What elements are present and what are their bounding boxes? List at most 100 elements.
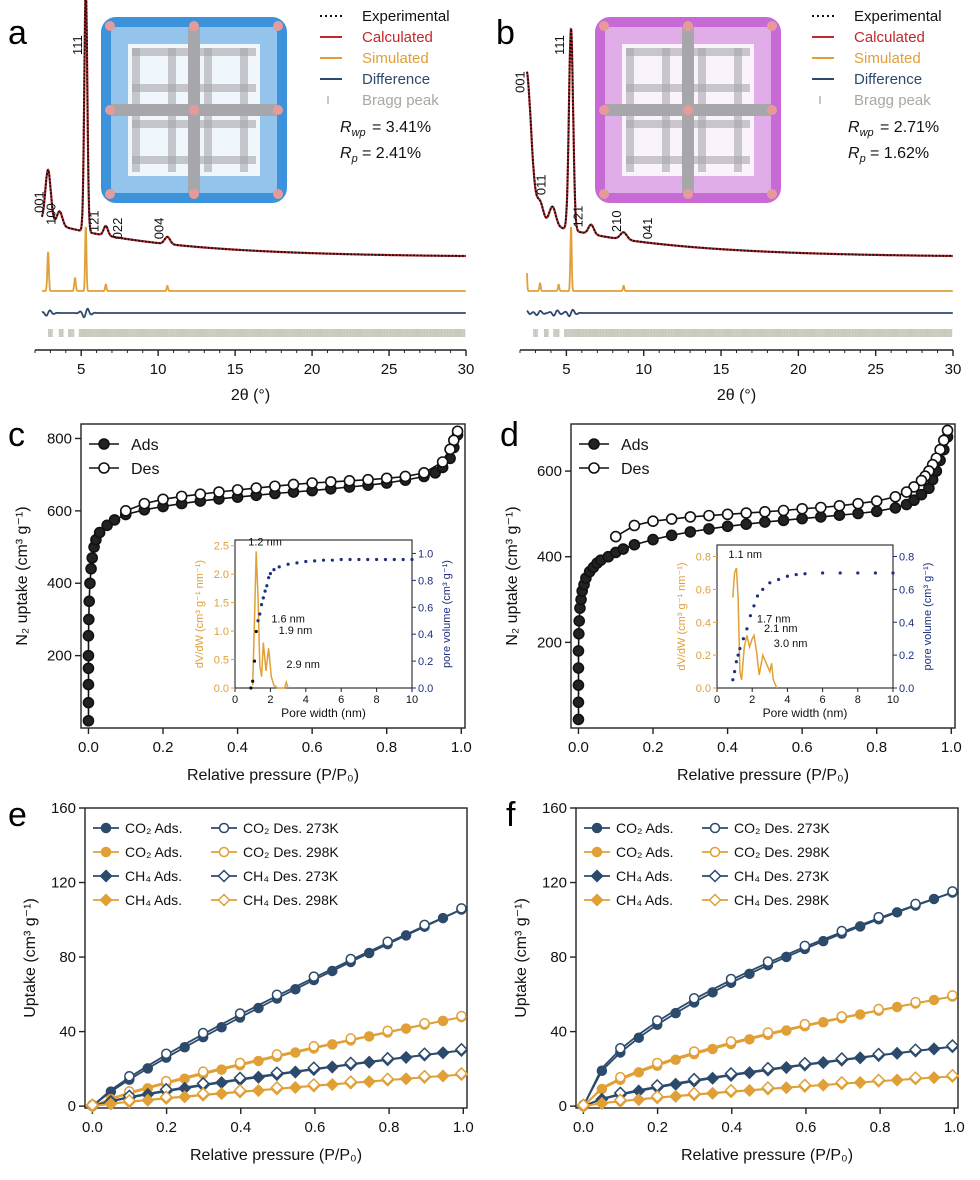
panel-letter-c: c (8, 416, 25, 454)
des-point (908, 1043, 923, 1057)
y-tick-label: 400 (537, 549, 562, 566)
rp-label: Rp (340, 145, 358, 165)
legend-label-bragg-peak: Bragg peak (854, 92, 931, 109)
inset-y-tick-label: 2.5 (214, 541, 229, 553)
isotherm-point-ads (833, 509, 846, 522)
rp-label: Rp (848, 145, 866, 165)
x-tick-label: 1.0 (941, 739, 962, 756)
isotherm-point-des (833, 499, 846, 512)
des-point (615, 1043, 626, 1054)
cumulative-pore-volume-point (741, 637, 746, 641)
isotherm-point-des (380, 472, 393, 485)
x-tick-label: 0.8 (866, 739, 887, 756)
rp-value: = 2.41% (362, 145, 421, 162)
cumulative-pore-volume-point (277, 565, 281, 569)
isotherm-point-des (870, 495, 883, 507)
inset-y2-axis-label: pore volume (cm³ g⁻¹) (441, 560, 453, 668)
inset-y2-tick-label: 0.8 (418, 575, 433, 587)
ads-point (325, 1077, 339, 1092)
cumulative-pore-volume-point (777, 577, 781, 582)
isotherm-point-ads (572, 696, 585, 709)
legend-marker (591, 846, 603, 858)
cage-node (105, 105, 115, 115)
isotherm-point-ads (870, 505, 883, 518)
y-tick-label: 600 (47, 503, 72, 520)
inset-y-axis-label: dV/dW (cm³ g⁻¹ nm⁻¹) (676, 562, 688, 670)
x-tick-label: 1.0 (453, 1119, 474, 1136)
panel-letter-b: b (496, 14, 515, 52)
isotherm-point-ads (93, 526, 106, 539)
des-point (910, 898, 921, 910)
cage-node (189, 105, 199, 115)
inset-y2-tick-label: 0.2 (899, 650, 914, 662)
isotherm-point-des (399, 470, 412, 483)
pore-width-annotation: 1.2 nm (248, 537, 282, 549)
rwp-label: Rwp (848, 119, 874, 139)
isotherm-point-des (436, 456, 449, 468)
inset-y-tick-label: 0.6 (696, 584, 711, 596)
des-point (307, 1061, 321, 1075)
cage-node (683, 105, 693, 115)
isotherm-point-des (418, 467, 430, 479)
isotherm-point-ads (915, 488, 928, 501)
legend-label-des: Des (131, 461, 159, 478)
des-point (308, 1041, 320, 1052)
inset-y2-tick-label: 0.2 (418, 656, 433, 668)
x-tick-label: 0.2 (643, 739, 664, 756)
x-tick-label: 0.6 (796, 1119, 817, 1136)
cumulative-pore-volume-point (731, 678, 735, 682)
ads-point (327, 1039, 338, 1050)
y-tick-label: 600 (537, 463, 562, 480)
isotherm-point-des (759, 505, 771, 518)
x-tick-label: 0.2 (153, 739, 174, 756)
des-point (381, 1072, 395, 1086)
ads-point (669, 1089, 683, 1103)
y-tick-label: 200 (537, 634, 562, 651)
des-point (419, 1018, 430, 1029)
isotherm-point-ads (665, 529, 678, 542)
des-point (725, 1036, 737, 1047)
legend-marker (218, 846, 230, 858)
des-point (651, 1057, 663, 1069)
peak-label-001: 001 (31, 191, 46, 213)
legend-label-difference: Difference (854, 71, 922, 88)
cumulative-pore-volume-point (295, 561, 299, 565)
isotherm-point-des (119, 505, 132, 517)
x-tick-label: 30 (945, 361, 962, 378)
inset-y-tick-label: 2.0 (214, 569, 229, 581)
cumulative-pore-volume-point (410, 557, 414, 562)
ads-point (400, 930, 412, 941)
y-axis-label: N₂ uptake (cm³ g⁻¹) (14, 506, 31, 645)
ads-point (142, 1063, 154, 1074)
x-tick-label: 0.4 (717, 739, 738, 756)
ads-point (399, 1050, 413, 1064)
isotherm-point-ads (759, 516, 771, 528)
cumulative-pore-volume-point (375, 557, 379, 562)
ads-point (325, 1060, 339, 1074)
peak-label-100: 100 (44, 203, 59, 225)
plot-frame (570, 423, 956, 729)
inset-x-tick-label: 2 (267, 694, 273, 706)
ads-point (215, 1076, 229, 1090)
legend-label-difference: Difference (362, 71, 430, 88)
ads-point (928, 893, 940, 905)
x-axis-label: Relative pressure (P/P₀) (190, 1147, 362, 1164)
isotherm-point-des (362, 473, 374, 486)
des-point (456, 1010, 467, 1022)
ads-point (178, 1090, 192, 1104)
isotherm-point-des (213, 486, 225, 498)
isotherm-point-des (343, 475, 356, 487)
inset-y-axis-label: dV/dW (cm³ g⁻¹ nm⁻¹) (194, 560, 206, 668)
cumulative-pore-volume-point (339, 557, 343, 562)
inset-frame (234, 539, 413, 689)
x-tick-label: 1.0 (451, 739, 472, 756)
isotherm-point-ads (777, 514, 790, 527)
cumulative-pore-volume-point (267, 576, 271, 580)
y-axis-label: Uptake (cm³ g⁻¹) (22, 898, 39, 1018)
x-tick-label: 20 (304, 361, 321, 378)
plot-frame (80, 423, 466, 729)
des-point (799, 1018, 811, 1030)
des-point (454, 1066, 468, 1081)
des-point (761, 1061, 775, 1075)
x-tick-label: 25 (867, 361, 884, 378)
